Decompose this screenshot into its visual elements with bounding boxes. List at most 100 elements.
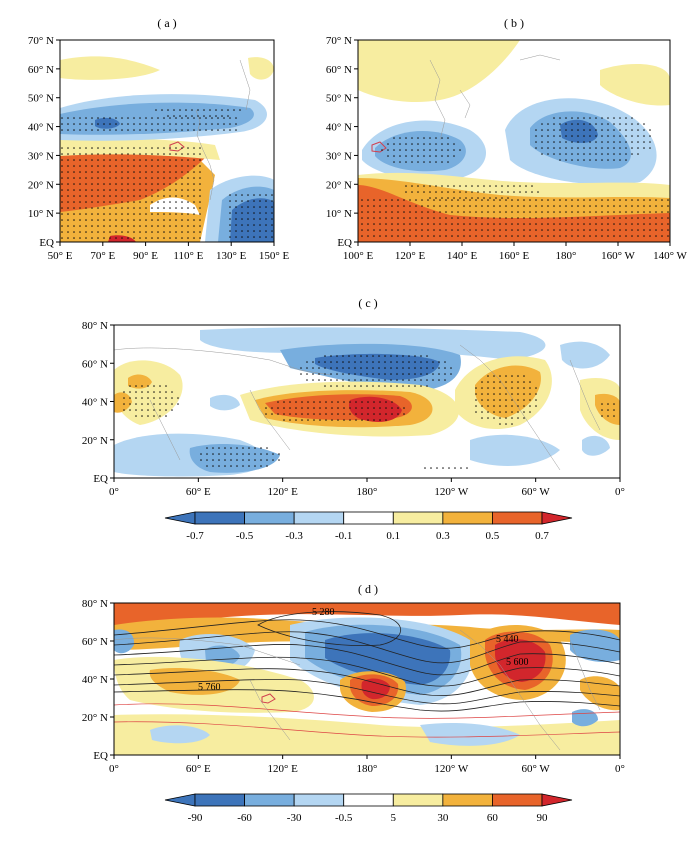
panel-c-stipple-dot xyxy=(313,419,315,421)
panel-b-stipple-dot xyxy=(613,123,615,125)
panel-a-stipple-dot xyxy=(151,213,153,215)
panel-a-stipple-dot xyxy=(163,237,165,239)
panel-a-stipple-dot xyxy=(133,207,135,209)
panel-a-stipple-dot xyxy=(253,206,255,208)
panel-c-stipple-dot xyxy=(141,397,143,399)
panel-a-stipple-dot xyxy=(133,225,135,227)
panel-b-pos-05 xyxy=(358,185,670,242)
panel-c-stipple-dot xyxy=(390,361,392,363)
panel-a-stipple-dot xyxy=(121,213,123,215)
panel-c-stipple-dot xyxy=(129,397,131,399)
panel-a-stipple-dot xyxy=(127,225,129,227)
panel-b-stipple-dot xyxy=(417,143,419,145)
panel-b-stipple-dot xyxy=(525,185,527,187)
panel-a-stipple-dot xyxy=(127,207,129,209)
panel-a-stipple-dot xyxy=(157,123,159,125)
panel-b-stipple-dot xyxy=(421,229,423,231)
panel-b-stipple-dot xyxy=(465,185,467,187)
panel-a-stipple-dot xyxy=(145,171,147,173)
panel-b-stipple-dot xyxy=(565,199,567,201)
panel-a-stipple-dot xyxy=(109,177,111,179)
panel-a-stipple-dot xyxy=(241,212,243,214)
panel-a-stipple-dot xyxy=(85,123,87,125)
panel-c-stipple-dot xyxy=(265,407,267,409)
panel-c-stipple-dot xyxy=(277,401,279,403)
panel-d-neg-far-w xyxy=(114,629,135,654)
panel-c-stipple-dot xyxy=(378,361,380,363)
panel-b-stipple-dot xyxy=(655,211,657,213)
panel-a-stipple-dot xyxy=(187,231,189,233)
panel-b-stipple-dot xyxy=(489,185,491,187)
panel-b-stipple-dot xyxy=(583,199,585,201)
panel-c-stipple-dot xyxy=(206,465,208,467)
panel-a-stipple-dot xyxy=(85,231,87,233)
panel-b-stipple-dot xyxy=(649,205,651,207)
panel-d-neg-south xyxy=(420,723,520,746)
panel-b-stipple-dot xyxy=(583,223,585,225)
panel-a-stipple-dot xyxy=(157,129,159,131)
panel-c-stipple-dot xyxy=(289,407,291,409)
panel-a-stipple-dot xyxy=(103,159,105,161)
panel-a-stipple-dot xyxy=(109,153,111,155)
panel-c-stipple-dot xyxy=(529,399,531,401)
panel-b-stipple-dot xyxy=(429,143,431,145)
panel-a-stipple-dot xyxy=(259,230,261,232)
panel-a-stipple-dot xyxy=(235,129,237,131)
panel-a-stipple-dot xyxy=(173,109,175,111)
panel-c-ytick-label: 20° N xyxy=(82,435,108,447)
panel-c-stipple-dot xyxy=(254,447,256,449)
panel-b-stipple-dot xyxy=(393,149,395,151)
panel-b-stipple-dot xyxy=(523,229,525,231)
panel-a-stipple-dot xyxy=(259,206,261,208)
panel-a-stipple-dot xyxy=(97,231,99,233)
panel-b-stipple-dot xyxy=(501,197,503,199)
panel-b-pos-01-ne xyxy=(600,64,670,106)
panel-a-stipple-dot xyxy=(229,200,231,202)
panel-b-stipple-dot xyxy=(523,235,525,237)
panel-b-stipple-dot xyxy=(589,199,591,201)
panel-a-stipple-dot xyxy=(127,231,129,233)
panel-b-stipple-dot xyxy=(409,205,411,207)
panel-b-stipple-dot xyxy=(547,223,549,225)
panel-b-stipple-dot xyxy=(595,147,597,149)
panel-b-stipple-dot xyxy=(577,159,579,161)
panel-b-stipple-dot xyxy=(523,211,525,213)
panel-b-stipple-dot xyxy=(511,235,513,237)
panel-c-stipple-dot xyxy=(505,405,507,407)
panel-a-stipple-dot xyxy=(193,171,195,173)
panel-b-stipple-dot xyxy=(537,191,539,193)
panel-a-stipple-dot xyxy=(79,225,81,227)
panel-a-stipple-dot xyxy=(175,189,177,191)
panel-c-stipple-dot xyxy=(283,401,285,403)
panel-a-stipple-dot xyxy=(151,153,153,155)
panel-c-stipple-dot xyxy=(324,367,326,369)
panel-a-stipple-dot xyxy=(127,117,129,119)
panel-a-stipple-dot xyxy=(145,177,147,179)
panel-a-stipple-dot xyxy=(247,206,249,208)
panel-b-stipple-dot xyxy=(553,205,555,207)
panel-b-stipple-dot xyxy=(577,199,579,201)
panel-c-stipple-dot xyxy=(159,409,161,411)
panel-c-stipple-dot xyxy=(523,417,525,419)
panel-a-stipple-dot xyxy=(61,171,63,173)
colorbar-c-arrow-high xyxy=(541,511,573,525)
panel-b-stipple-dot xyxy=(391,205,393,207)
panel-b-stipple-dot xyxy=(435,185,437,187)
panel-c-stipple-dot xyxy=(342,361,344,363)
panel-c-xtick-label: 60° E xyxy=(186,486,211,498)
panel-b-stipple-dot xyxy=(451,217,453,219)
panel-b-stipple-dot xyxy=(499,217,501,219)
panel-d-top-band xyxy=(114,603,620,628)
panel-c-stipple-dot xyxy=(141,391,143,393)
panel-b-stipple-dot xyxy=(535,235,537,237)
panel-c-stipple-dot xyxy=(372,373,374,375)
panel-b-stipple-dot xyxy=(457,229,459,231)
panel-a-stipple-dot xyxy=(97,123,99,125)
panel-a-stipple-dot xyxy=(199,171,201,173)
panel-b-stipple-dot xyxy=(459,149,461,151)
panel-b-stipple-dot xyxy=(565,123,567,125)
panel-b-stipple-dot xyxy=(625,223,627,225)
panel-b-stipple-dot xyxy=(433,199,435,201)
